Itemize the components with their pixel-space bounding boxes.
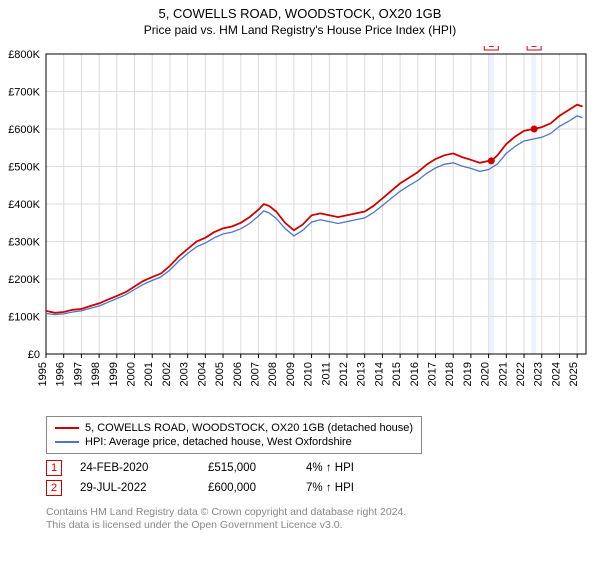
x-tick-label: 2002 <box>161 362 173 386</box>
marker-row-date: 29-JUL-2022 <box>80 482 190 494</box>
x-tick-label: 2024 <box>550 362 562 386</box>
y-tick-label: £0 <box>28 349 40 361</box>
marker-badge-num: 2 <box>531 46 537 50</box>
marker-dot <box>488 157 495 164</box>
marker-row-date: 24-FEB-2020 <box>80 462 190 474</box>
marker-row-badge: 1 <box>46 460 62 476</box>
x-tick-label: 2004 <box>196 362 208 386</box>
marker-row-price: £600,000 <box>208 482 288 494</box>
y-tick-label: £200K <box>8 274 40 286</box>
legend-row: HPI: Average price, detached house, West… <box>55 435 413 449</box>
x-tick-label: 2016 <box>409 362 421 386</box>
x-tick-label: 1999 <box>108 362 120 386</box>
y-tick-label: £100K <box>8 312 40 324</box>
legend-label: 5, COWELLS ROAD, WOODSTOCK, OX20 1GB (de… <box>85 421 413 435</box>
x-tick-label: 2021 <box>497 362 509 386</box>
x-tick-label: 2014 <box>373 362 385 386</box>
chart-subtitle: Price paid vs. HM Land Registry's House … <box>0 23 600 37</box>
x-tick-label: 2010 <box>303 362 315 386</box>
x-tick-label: 2023 <box>533 362 545 386</box>
x-tick-label: 1995 <box>37 362 49 386</box>
y-tick-label: £600K <box>8 124 40 136</box>
x-tick-label: 2012 <box>338 362 350 386</box>
x-tick-label: 2025 <box>568 362 580 386</box>
y-tick-label: £300K <box>8 237 40 249</box>
marker-row-badge: 2 <box>46 480 62 496</box>
x-tick-label: 1997 <box>72 362 84 386</box>
marker-badge-num: 1 <box>488 46 494 50</box>
y-tick-label: £500K <box>8 162 40 174</box>
x-tick-label: 2019 <box>462 362 474 386</box>
marker-row-delta: 7% ↑ HPI <box>306 482 396 494</box>
marker-row: 1 24-FEB-2020 £515,000 4% ↑ HPI <box>46 460 396 476</box>
footer-line-2: This data is licensed under the Open Gov… <box>46 519 406 532</box>
x-tick-label: 2005 <box>214 362 226 386</box>
legend-row: 5, COWELLS ROAD, WOODSTOCK, OX20 1GB (de… <box>55 421 413 435</box>
marker-row-price: £515,000 <box>208 462 288 474</box>
x-tick-label: 2018 <box>444 362 456 386</box>
x-tick-label: 2017 <box>427 362 439 386</box>
footer-line-1: Contains HM Land Registry data © Crown c… <box>46 506 406 519</box>
x-tick-label: 2009 <box>285 362 297 386</box>
x-tick-label: 1996 <box>55 362 67 386</box>
x-tick-label: 2015 <box>391 362 403 386</box>
marker-row-delta: 4% ↑ HPI <box>306 462 396 474</box>
y-tick-label: £800K <box>8 49 40 61</box>
x-tick-label: 2006 <box>232 362 244 386</box>
x-tick-label: 2007 <box>249 362 261 386</box>
legend-swatch <box>55 441 79 443</box>
x-tick-label: 2011 <box>320 362 332 386</box>
chart-svg: £0 £100K £200K £300K £400K £500K £600K £700K £80… <box>0 46 600 406</box>
x-tick-label: 2000 <box>126 362 138 386</box>
marker-row: 2 29-JUL-2022 £600,000 7% ↑ HPI <box>46 480 396 496</box>
legend: 5, COWELLS ROAD, WOODSTOCK, OX20 1GB (de… <box>46 416 422 454</box>
x-tick-label: 2013 <box>356 362 368 386</box>
y-tick-label: £400K <box>8 199 40 211</box>
x-tick-label: 2001 <box>143 362 155 386</box>
marker-dot <box>531 126 538 133</box>
x-tick-label: 1998 <box>90 362 102 386</box>
x-tick-label: 2008 <box>267 362 279 386</box>
chart-title: 5, COWELLS ROAD, WOODSTOCK, OX20 1GB <box>0 6 600 21</box>
chart-area: £0 £100K £200K £300K £400K £500K £600K £700K £80… <box>0 46 600 406</box>
legend-swatch <box>55 427 79 429</box>
footer-attribution: Contains HM Land Registry data © Crown c… <box>46 506 406 532</box>
legend-label: HPI: Average price, detached house, West… <box>85 435 352 449</box>
x-tick-label: 2003 <box>179 362 191 386</box>
y-tick-label: £700K <box>8 87 40 99</box>
x-tick-label: 2020 <box>480 362 492 386</box>
marker-table: 1 24-FEB-2020 £515,000 4% ↑ HPI 2 29-JUL-2022… <box>46 460 396 500</box>
x-tick-label: 2022 <box>515 362 527 386</box>
